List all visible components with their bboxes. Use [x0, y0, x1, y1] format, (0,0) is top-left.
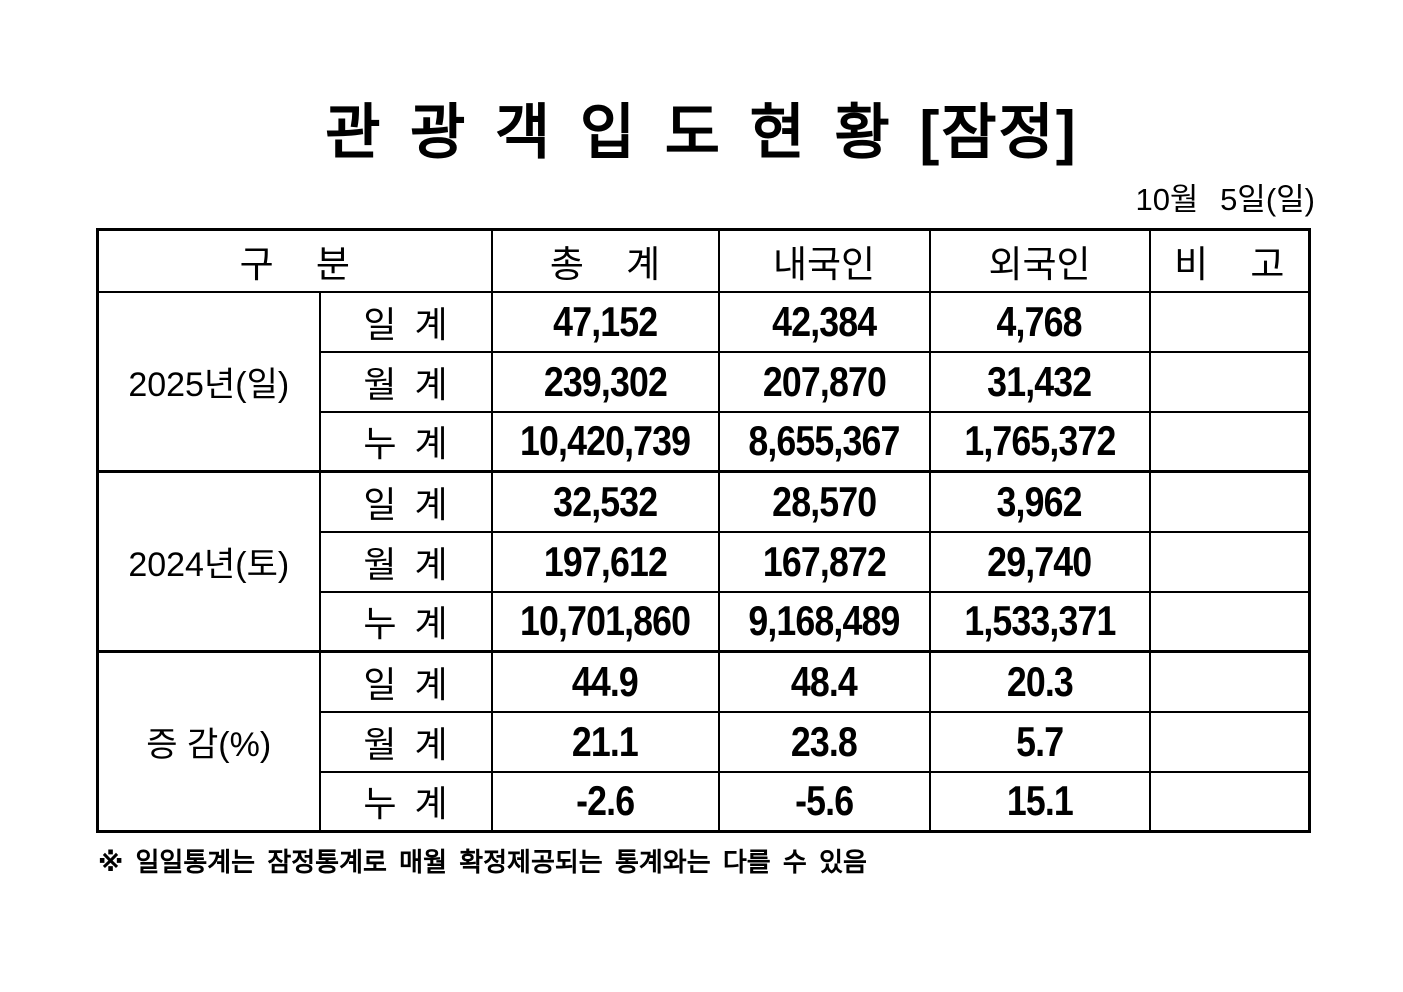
- col-header-gubun: 구 분: [96, 228, 493, 293]
- value-foreign: 29,740: [987, 537, 1092, 585]
- group-label-2025: 2025년(일): [96, 290, 321, 473]
- value-cell-domestic: 28,570: [717, 470, 931, 533]
- footnote: ※ 일일통계는 잠정통계로 매월 확정제공되는 통계와는 다를 수 있음: [98, 847, 867, 877]
- page-title: 관 광 객 입 도 현 황 [잠정]: [325, 99, 1078, 166]
- value-cell-domestic: 48.4: [717, 650, 931, 713]
- table-row-change-monthly: 월 계 21.1 23.8 5.7: [98, 710, 1311, 773]
- value-cell-foreign: 5.7: [928, 710, 1151, 773]
- value-cell-total: 47,152: [490, 290, 720, 353]
- value-cell-foreign: 3,962: [928, 470, 1151, 533]
- value-foreign: 31,432: [987, 357, 1092, 405]
- value-cell-foreign: 1,533,371: [928, 590, 1151, 653]
- value-cell-domestic: 8,655,367: [717, 410, 931, 473]
- report-date: 10월 5일(일): [1135, 182, 1315, 217]
- value-cell-domestic: 9,168,489: [717, 590, 931, 653]
- col-header-domestic: 내국인: [717, 228, 931, 293]
- value-total: 32,532: [552, 477, 658, 525]
- remark-cell: [1148, 350, 1311, 413]
- value-cell-foreign: 15.1: [928, 770, 1151, 833]
- table-row-2024-monthly: 월 계 197,612 167,872 29,740: [98, 530, 1311, 593]
- table-row-2024-cumulative: 누 계 10,701,860 9,168,489 1,533,371: [98, 590, 1311, 653]
- value-domestic: 42,384: [771, 297, 877, 345]
- value-cell-domestic: 42,384: [717, 290, 931, 353]
- row-label-cumulative: 누 계: [318, 770, 493, 833]
- row-label-monthly: 월 계: [318, 350, 493, 413]
- value-cell-total: 197,612: [490, 530, 720, 593]
- remark-cell: [1148, 770, 1311, 833]
- value-foreign: 5.7: [1015, 717, 1064, 765]
- value-cell-domestic: 167,872: [717, 530, 931, 593]
- table-row-2025-cumulative: 누 계 10,420,739 8,655,367 1,765,372: [98, 410, 1311, 473]
- remark-cell: [1148, 650, 1311, 713]
- value-cell-foreign: 29,740: [928, 530, 1151, 593]
- remark-cell: [1148, 530, 1311, 593]
- value-cell-total: -2.6: [490, 770, 720, 833]
- value-domestic: 48.4: [790, 657, 858, 705]
- value-total: 44.9: [571, 657, 639, 705]
- row-label-daily: 일 계: [318, 650, 493, 713]
- value-cell-foreign: 20.3: [928, 650, 1151, 713]
- table-row-2025-daily: 2025년(일) 일 계 47,152 42,384 4,768: [96, 290, 1311, 473]
- value-cell-foreign: 4,768: [928, 290, 1151, 353]
- col-header-foreign: 외국인: [928, 228, 1151, 293]
- value-cell-total: 32,532: [490, 470, 720, 533]
- value-domestic: 167,872: [762, 537, 886, 585]
- row-label-monthly: 월 계: [318, 710, 493, 773]
- table-row-change-daily: 증 감(%) 일 계 44.9 48.4 20.3: [96, 650, 1311, 833]
- value-cell-total: 10,420,739: [490, 410, 720, 473]
- remark-cell: [1148, 470, 1311, 533]
- value-domestic: 28,570: [771, 477, 877, 525]
- value-domestic: 8,655,367: [748, 417, 900, 465]
- tourist-arrival-table: 구 분 총 계 내국인 외국인 비 고 2025년(일) 일 계 47,152 …: [96, 228, 1311, 833]
- value-total: 47,152: [552, 297, 658, 345]
- remark-cell: [1148, 410, 1311, 473]
- value-foreign: 1,765,372: [963, 417, 1116, 465]
- value-cell-total: 10,701,860: [490, 590, 720, 653]
- value-total: 197,612: [543, 537, 667, 585]
- value-cell-foreign: 31,432: [928, 350, 1151, 413]
- row-label-cumulative: 누 계: [318, 410, 493, 473]
- remark-cell: [1148, 290, 1311, 353]
- col-header-remark: 비 고: [1148, 228, 1311, 293]
- value-cell-domestic: -5.6: [717, 770, 931, 833]
- value-foreign: 20.3: [1006, 657, 1073, 705]
- remark-cell: [1148, 710, 1311, 773]
- value-domestic: 207,870: [762, 357, 886, 405]
- value-foreign: 15.1: [1006, 777, 1073, 825]
- row-label-monthly: 월 계: [318, 530, 493, 593]
- col-header-total: 총 계: [490, 228, 720, 293]
- group-label-change-pct: 증 감(%): [96, 650, 321, 833]
- value-cell-domestic: 207,870: [717, 350, 931, 413]
- value-cell-domestic: 23.8: [717, 710, 931, 773]
- value-total: 21.1: [571, 717, 639, 765]
- value-domestic: -5.6: [794, 777, 854, 825]
- table-row-2024-daily: 2024년(토) 일 계 32,532 28,570 3,962: [96, 470, 1311, 653]
- value-foreign: 3,962: [996, 477, 1083, 525]
- value-cell-total: 239,302: [490, 350, 720, 413]
- value-cell-total: 44.9: [490, 650, 720, 713]
- row-label-daily: 일 계: [318, 290, 493, 353]
- value-total: 239,302: [543, 357, 667, 405]
- value-domestic: 23.8: [790, 717, 858, 765]
- group-label-2024: 2024년(토): [96, 470, 321, 653]
- value-total: 10,701,860: [519, 597, 691, 645]
- table-row-2025-monthly: 월 계 239,302 207,870 31,432: [98, 350, 1311, 413]
- table-row-change-cumulative: 누 계 -2.6 -5.6 15.1: [98, 770, 1311, 833]
- row-label-cumulative: 누 계: [318, 590, 493, 653]
- remark-cell: [1148, 590, 1311, 653]
- value-foreign: 1,533,371: [963, 597, 1116, 645]
- table-header-row: 구 분 총 계 내국인 외국인 비 고: [96, 228, 1311, 293]
- value-cell-total: 21.1: [490, 710, 720, 773]
- value-total: -2.6: [575, 777, 635, 825]
- value-total: 10,420,739: [519, 417, 691, 465]
- value-cell-foreign: 1,765,372: [928, 410, 1151, 473]
- value-foreign: 4,768: [996, 297, 1083, 345]
- value-domestic: 9,168,489: [748, 597, 900, 645]
- row-label-daily: 일 계: [318, 470, 493, 533]
